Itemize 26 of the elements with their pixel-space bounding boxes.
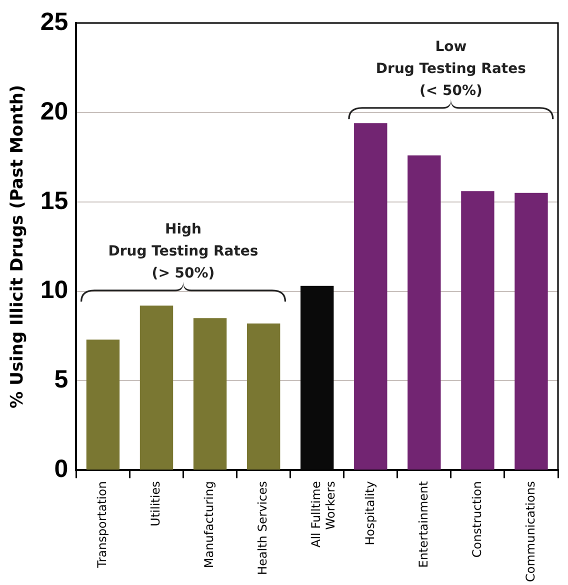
- y-tick-label: 15: [40, 186, 68, 215]
- x-tick-label: Transportation: [95, 481, 110, 569]
- y-tick-label: 0: [54, 455, 68, 484]
- y-tick-label: 20: [40, 97, 68, 126]
- x-tick-label: Communications: [523, 481, 538, 582]
- x-tick-label: Hospitality: [362, 481, 377, 546]
- y-tick-label: 25: [40, 8, 68, 36]
- x-tick-label: All Fulltime Workers: [309, 481, 338, 548]
- bar: [408, 155, 441, 470]
- y-tick-label: 5: [54, 366, 68, 394]
- bar: [514, 192, 548, 470]
- bar: [140, 306, 174, 470]
- bar: [246, 323, 280, 470]
- bar: [86, 340, 120, 470]
- y-axis-title: % Using Illicit Drugs (Past Month): [8, 84, 28, 408]
- x-tick-label: Utilities: [148, 481, 163, 526]
- bar: [193, 318, 227, 470]
- x-tick-label: Health Services: [256, 481, 270, 575]
- y-tick-label: 10: [40, 276, 68, 304]
- x-tick-label: Entertainment: [416, 480, 430, 568]
- bar: [354, 123, 388, 470]
- x-tick-label: Construction: [470, 481, 484, 558]
- bar: [461, 191, 494, 470]
- x-tick-label: Manufacturing: [202, 481, 216, 568]
- annotation: High Drug Testing Rates (> 50%): [108, 222, 258, 282]
- annotation: Low Drug Testing Rates (< 50%): [376, 39, 526, 100]
